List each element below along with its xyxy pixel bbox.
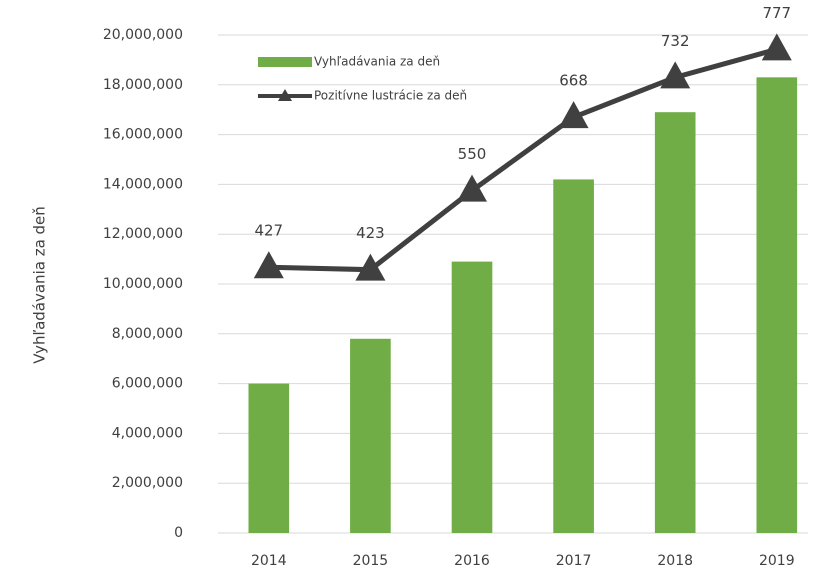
x-tick-label: 2018	[657, 553, 693, 569]
bar	[451, 261, 493, 533]
data-label: 732	[661, 32, 690, 50]
line-marker	[457, 174, 487, 202]
x-tick-label: 2019	[759, 553, 795, 569]
y-axis-label: Vyhľadávania za deň	[31, 206, 49, 364]
data-label: 427	[254, 222, 283, 240]
y-tick-label: 12,000,000	[103, 226, 183, 242]
y-tick-label: 20,000,000	[103, 27, 183, 43]
line	[268, 46, 778, 273]
x-tick-label: 2014	[251, 553, 287, 569]
y-tick-label: 6,000,000	[112, 376, 183, 392]
bar	[756, 77, 798, 533]
line-marker	[253, 251, 284, 279]
line-marker	[761, 33, 792, 61]
line-marker	[558, 101, 589, 129]
data-label: 423	[356, 224, 385, 242]
y-tick-label: 8,000,000	[112, 326, 183, 342]
legend-label: Vyhľadávania za deň	[314, 55, 440, 69]
bar	[654, 112, 696, 533]
x-tick-label: 2015	[353, 553, 389, 569]
y-tick-label: 2,000,000	[112, 475, 183, 491]
x-tick-label: 2017	[556, 553, 592, 569]
data-label: 550	[458, 145, 487, 163]
data-label: 777	[762, 4, 791, 22]
legend-label: Pozitívne lustrácie za deň	[314, 89, 467, 103]
y-tick-label: 4,000,000	[112, 425, 183, 441]
y-tick-label: 10,000,000	[103, 276, 183, 292]
legend-swatch	[258, 57, 312, 67]
y-tick-label: 14,000,000	[103, 176, 183, 192]
legend-marker	[278, 89, 292, 101]
bar	[350, 338, 391, 533]
bar	[553, 179, 594, 534]
line-marker	[660, 61, 691, 89]
y-tick-label: 18,000,000	[103, 77, 183, 93]
bar	[248, 383, 290, 533]
data-label: 668	[559, 72, 588, 90]
x-tick-label: 2016	[454, 553, 490, 569]
y-tick-label: 0	[174, 525, 183, 541]
line-marker	[355, 253, 386, 281]
y-tick-label: 16,000,000	[103, 127, 183, 143]
